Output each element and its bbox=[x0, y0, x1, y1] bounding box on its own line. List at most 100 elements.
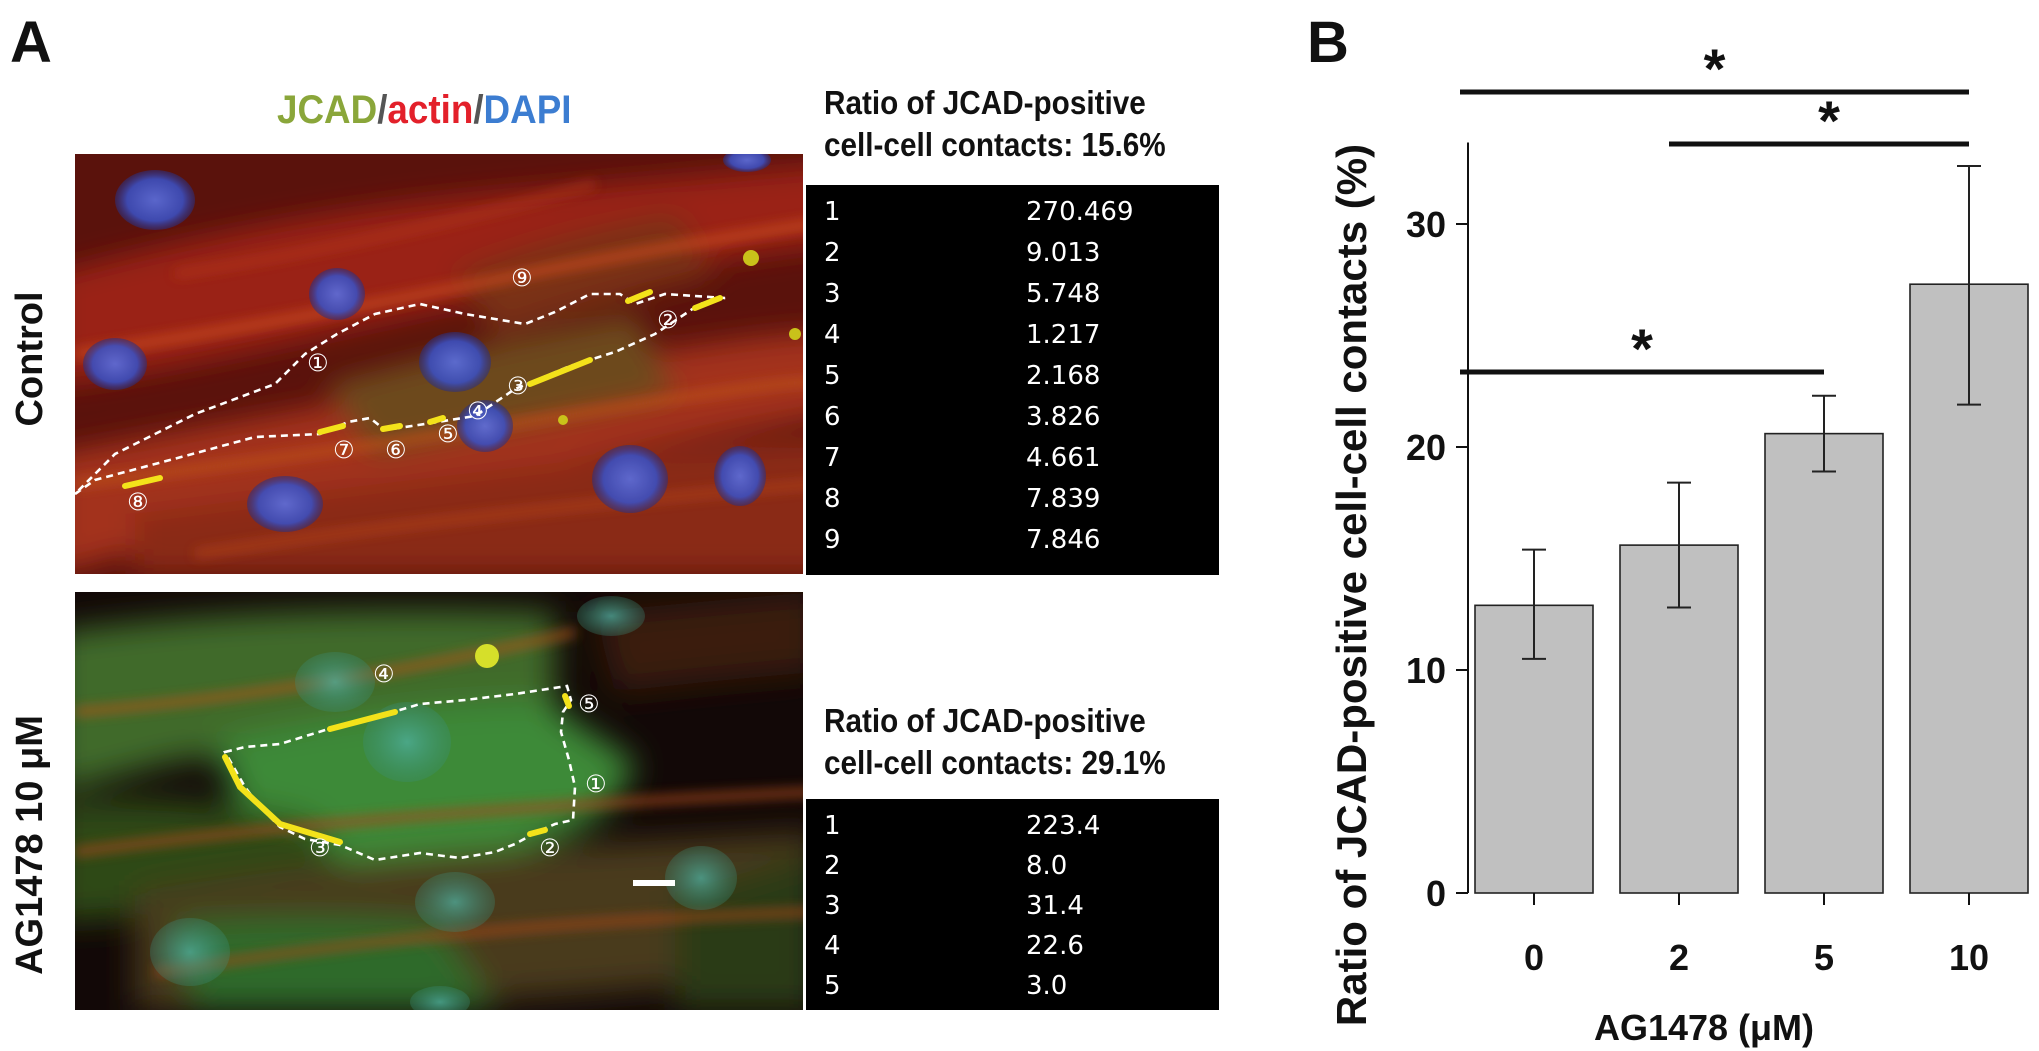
stain-dapi-label: DAPI bbox=[483, 88, 572, 132]
row-value: 2.168 bbox=[1026, 361, 1101, 391]
row-value: 4.661 bbox=[1026, 443, 1101, 473]
stain-legend: JCAD/actin/DAPI bbox=[277, 90, 571, 130]
row-index: 2 bbox=[824, 851, 841, 881]
row-index: 3 bbox=[824, 891, 841, 921]
contact-marker: ⑦ bbox=[333, 436, 355, 464]
row-index: 1 bbox=[824, 811, 841, 841]
row-value: 1.217 bbox=[1026, 320, 1101, 350]
row-index: 3 bbox=[824, 279, 841, 309]
table-row: 1 223.4 bbox=[806, 811, 1219, 841]
stain-separator: / bbox=[473, 88, 484, 132]
row-value: 7.846 bbox=[1026, 525, 1101, 555]
ratio-title-line: Ratio of JCAD-positive bbox=[824, 702, 1146, 739]
row-index: 5 bbox=[824, 971, 841, 1001]
stain-actin-label: actin bbox=[387, 88, 474, 132]
jcad-positive-segments bbox=[122, 289, 723, 489]
table-row: 2 9.013 bbox=[806, 238, 1219, 268]
bar-chart: 0 10 20 30 0 2 5 10 AG1478 (μM) Ratio of JCAD-pos… bbox=[1328, 37, 2029, 1048]
contact-marker: ④ bbox=[467, 397, 489, 425]
ratio-title-line: Ratio of JCAD-positive bbox=[824, 84, 1146, 121]
contact-marker: ① bbox=[585, 770, 607, 798]
table-row: 2 8.0 bbox=[806, 851, 1219, 881]
row-value: 7.839 bbox=[1026, 484, 1101, 514]
y-axis-label: Ratio of JCAD-positive cell-cell contact… bbox=[1328, 144, 1375, 1026]
row-value: 3.826 bbox=[1026, 402, 1101, 432]
table-row: 3 5.748 bbox=[806, 279, 1219, 309]
table-row: 8 7.839 bbox=[806, 484, 1219, 514]
row-value: 270.469 bbox=[1026, 197, 1134, 227]
contact-markers-ag1478: ① ② ③ ④ ⑤ bbox=[75, 592, 803, 1010]
table-row: 3 31.4 bbox=[806, 891, 1219, 921]
row-index: 2 bbox=[824, 238, 841, 268]
micrograph-ag1478: ① ② ③ ④ ⑤ bbox=[75, 592, 803, 1010]
row-index: 4 bbox=[824, 320, 841, 350]
contact-outline bbox=[75, 292, 726, 496]
ratio-title-control: Ratio of JCAD-positive cell-cell contact… bbox=[824, 82, 1166, 166]
row-label-control: Control bbox=[9, 291, 51, 427]
row-value: 31.4 bbox=[1026, 891, 1084, 921]
bar bbox=[1764, 432, 1884, 894]
contact-marker: ① bbox=[307, 349, 329, 377]
table-row: 7 4.661 bbox=[806, 443, 1219, 473]
row-value: 8.0 bbox=[1026, 851, 1068, 881]
row-label-ag1478: AG1478 10 μM bbox=[9, 715, 51, 975]
micrograph-control-image bbox=[75, 154, 803, 574]
measurement-table-control: 1 270.469 2 9.013 3 5.748 4 1.217 5 2.168 6 3.… bbox=[806, 185, 1219, 575]
row-index: 8 bbox=[824, 484, 841, 514]
table-row: 4 22.6 bbox=[806, 931, 1219, 961]
table-row: 5 3.0 bbox=[806, 971, 1219, 1001]
row-value: 5.748 bbox=[1026, 279, 1101, 309]
scale-bar bbox=[633, 880, 675, 886]
stain-separator: / bbox=[377, 88, 388, 132]
table-row: 1 270.469 bbox=[806, 197, 1219, 227]
contact-marker: ③ bbox=[507, 372, 529, 400]
panel-b-letter: B bbox=[1307, 10, 1349, 75]
contact-marker: ⑤ bbox=[578, 690, 600, 718]
row-value: 223.4 bbox=[1026, 811, 1101, 841]
contact-marker: ⑧ bbox=[127, 488, 149, 516]
ratio-title-line: cell-cell contacts: 15.6% bbox=[824, 125, 1166, 163]
row-value: 3.0 bbox=[1026, 971, 1068, 1001]
significance-star: * bbox=[1818, 89, 1840, 152]
jcad-positive-segments bbox=[222, 693, 572, 845]
x-tick-label: 5 bbox=[1814, 937, 1834, 978]
x-tick-label: 0 bbox=[1524, 937, 1544, 978]
contact-marker: ② bbox=[657, 306, 679, 334]
contact-marker: ⑤ bbox=[437, 420, 459, 448]
y-tick-label: 30 bbox=[1406, 204, 1446, 245]
row-index: 7 bbox=[824, 443, 841, 473]
contact-markers-control: ① ② ③ ④ ⑤ ⑥ ⑦ ⑧ ⑨ bbox=[75, 154, 803, 574]
table-row: 5 2.168 bbox=[806, 361, 1219, 391]
contact-marker: ④ bbox=[373, 660, 395, 688]
row-value: 22.6 bbox=[1026, 931, 1084, 961]
row-index: 6 bbox=[824, 402, 841, 432]
significance-star: * bbox=[1631, 317, 1653, 380]
row-index: 1 bbox=[824, 197, 841, 227]
panel-a-letter: A bbox=[10, 10, 52, 75]
x-tick-label: 10 bbox=[1949, 937, 1989, 978]
row-value: 9.013 bbox=[1026, 238, 1101, 268]
contact-marker: ⑥ bbox=[385, 436, 407, 464]
contact-marker: ② bbox=[539, 834, 561, 862]
table-row: 4 1.217 bbox=[806, 320, 1219, 350]
significance-star: * bbox=[1704, 37, 1726, 100]
stain-jcad-label: JCAD bbox=[277, 88, 378, 132]
table-row: 6 3.826 bbox=[806, 402, 1219, 432]
y-tick-label: 10 bbox=[1406, 650, 1446, 691]
contact-marker: ⑨ bbox=[511, 264, 533, 292]
y-tick-label: 0 bbox=[1426, 873, 1446, 914]
x-axis-label: AG1478 (μM) bbox=[1594, 1007, 1814, 1048]
row-index: 5 bbox=[824, 361, 841, 391]
x-tick-label: 2 bbox=[1669, 937, 1689, 978]
row-index: 9 bbox=[824, 525, 841, 555]
table-row: 9 7.846 bbox=[806, 525, 1219, 555]
ratio-title-line: cell-cell contacts: 29.1% bbox=[824, 743, 1166, 781]
measurement-table-ag1478: 1 223.4 2 8.0 3 31.4 4 22.6 5 3.0 bbox=[806, 799, 1219, 1010]
contact-marker: ③ bbox=[309, 834, 331, 862]
micrograph-control: ① ② ③ ④ ⑤ ⑥ ⑦ ⑧ ⑨ bbox=[75, 154, 803, 574]
row-index: 4 bbox=[824, 931, 841, 961]
micrograph-ag1478-image bbox=[75, 592, 803, 1010]
y-tick-label: 20 bbox=[1406, 427, 1446, 468]
contact-outline bbox=[223, 684, 577, 862]
ratio-title-ag1478: Ratio of JCAD-positive cell-cell contact… bbox=[824, 700, 1166, 784]
